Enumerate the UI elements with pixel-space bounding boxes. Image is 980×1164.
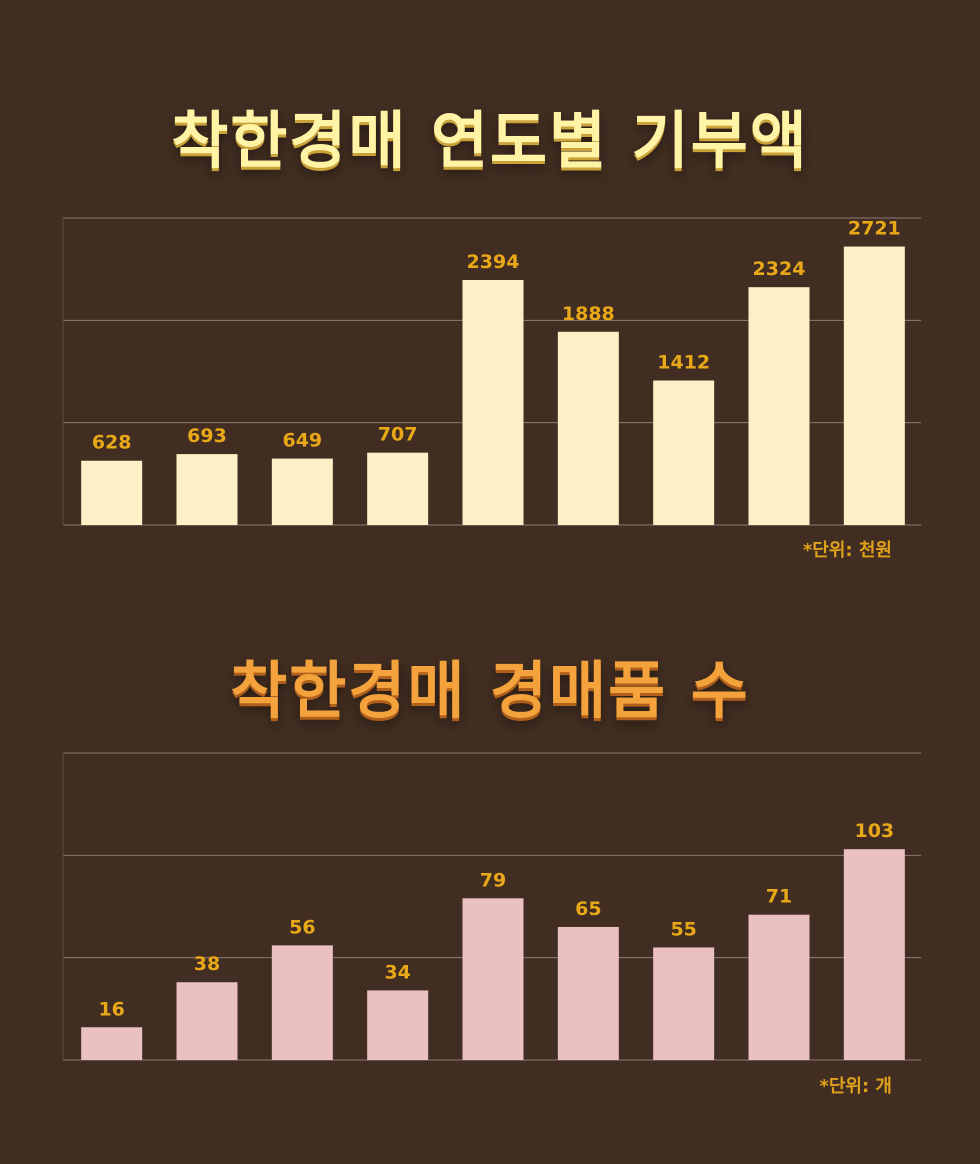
items-bar	[748, 914, 810, 1060]
donation-bar	[557, 331, 619, 525]
donation-data-label: 2721	[848, 218, 901, 240]
items-bar	[557, 926, 619, 1060]
donation-bar	[462, 280, 524, 525]
items-data-label: 71	[766, 886, 792, 908]
donation-bar	[653, 380, 715, 525]
items-data-label: 34	[384, 961, 410, 983]
items-bar	[653, 947, 715, 1060]
items-bar	[462, 898, 524, 1060]
items-data-label: 16	[98, 998, 124, 1020]
item-count-bar-chart: 16 38 56 34 79 65 55 71 103	[62, 752, 921, 1061]
items-bar	[367, 990, 429, 1060]
items-data-label: 55	[670, 918, 696, 940]
items-data-label: 56	[289, 916, 315, 938]
donation-data-label: 628	[92, 432, 132, 454]
donation-bar-chart: 628 693 649 707 2394 1888 1412 2324 2721	[62, 217, 921, 526]
donation-data-label: 2324	[753, 258, 806, 280]
items-data-label: 103	[854, 820, 894, 842]
items-bar	[176, 982, 238, 1060]
donation-data-label: 1412	[657, 352, 710, 374]
items-data-label: 79	[480, 869, 506, 891]
items-bar	[81, 1027, 143, 1060]
donation-bar	[367, 452, 429, 525]
chart1-title: 착한경매 연도별 기부액	[171, 104, 809, 177]
items-data-label: 38	[194, 953, 220, 975]
items-data-label: 65	[575, 898, 601, 920]
items-bar	[271, 945, 333, 1060]
donation-data-label: 707	[378, 424, 418, 446]
donation-bar	[271, 458, 333, 525]
chart2-title: 착한경매 경매품 수	[230, 654, 750, 727]
donation-bar	[843, 246, 905, 525]
donation-data-label: 649	[282, 430, 322, 452]
donation-data-label: 2394	[467, 251, 520, 273]
items-bar	[843, 849, 905, 1060]
donation-bar	[748, 287, 810, 525]
donation-bar	[81, 460, 143, 525]
donation-data-label: 693	[187, 425, 227, 447]
chart1-unit-note: *단위: 천원	[802, 540, 892, 561]
donation-bar	[176, 454, 238, 525]
chart2-unit-note: *단위: 개	[819, 1076, 892, 1097]
donation-data-label: 1888	[562, 303, 615, 325]
